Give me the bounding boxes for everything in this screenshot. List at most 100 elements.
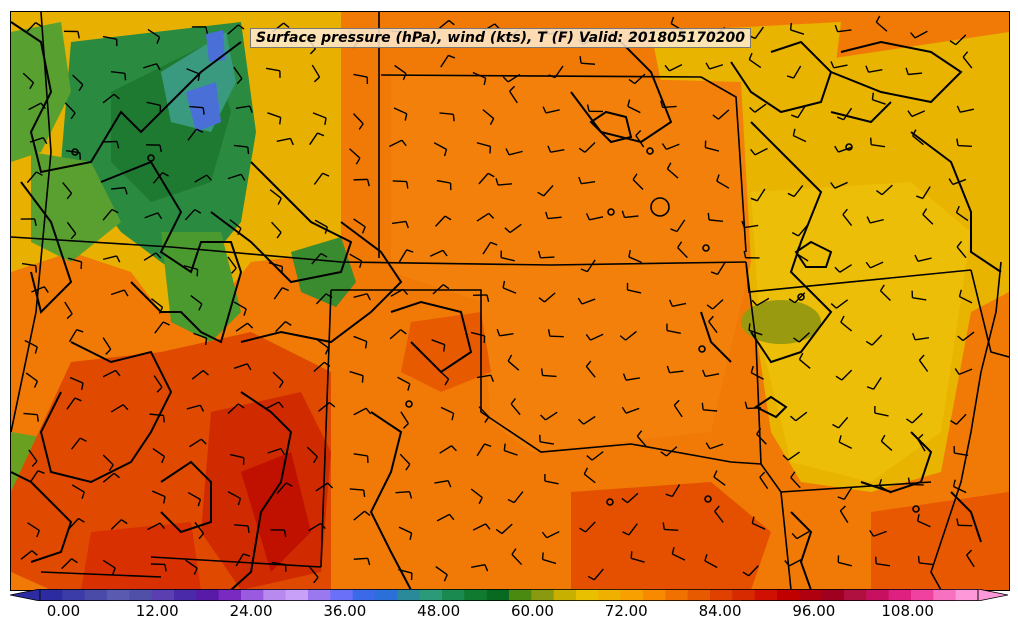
wind-barb-flag (37, 470, 45, 474)
colorbar-cell (397, 589, 421, 601)
wind-barb-flag (716, 174, 720, 182)
wind-barb-flag (962, 51, 969, 58)
wind-barb-flag (834, 145, 839, 153)
wind-barb-flag (156, 63, 161, 71)
temperature-colorbar (10, 589, 1008, 601)
wind-barb-flag (922, 208, 928, 215)
wind-barb-flag (361, 226, 366, 234)
wind-barb (66, 221, 77, 234)
wind-barb-flag (830, 61, 835, 69)
wind-barb-flag (363, 489, 366, 498)
wind-barb-flag (793, 337, 800, 343)
wind-barb (500, 256, 515, 262)
wind-barb-flag (71, 558, 78, 564)
wind-barb-flag (790, 415, 797, 422)
wind-barb-flag (323, 361, 331, 368)
wind-barb-flag (632, 173, 638, 181)
wind-barb (102, 209, 113, 221)
wind-barb-flag (832, 423, 839, 429)
wind-barb-flag (670, 16, 675, 24)
wind-barb (787, 451, 800, 461)
wind-barb-flag (865, 261, 871, 269)
wind-barb (227, 24, 239, 35)
wind-barb-flag (878, 478, 883, 487)
wind-barb (868, 69, 883, 73)
wind-barb-flag (636, 430, 643, 437)
wind-barb (880, 290, 891, 302)
wind-barb-flag (677, 241, 683, 248)
wind-barb (193, 332, 207, 339)
wind-barb (318, 401, 330, 412)
wind-barb (353, 218, 366, 228)
colorbar-tick-label: 72.00 (604, 602, 648, 620)
wind-barb (956, 246, 967, 259)
wind-barb (102, 337, 112, 350)
wind-barb-flag (950, 420, 957, 425)
wind-barb (102, 255, 117, 261)
wind-barb-flag (161, 456, 166, 464)
wind-barb (478, 406, 490, 418)
wind-barb-flag (879, 284, 885, 292)
wind-barb-flag (628, 78, 636, 85)
wind-barb-flag (707, 212, 710, 220)
wind-barb (876, 563, 891, 567)
wind-barb (842, 214, 853, 227)
wind-barb (922, 214, 934, 225)
wind-barb-flag (31, 460, 38, 467)
wind-barb-flag (155, 252, 162, 259)
wind-barb (912, 297, 927, 301)
wind-barb-flag (914, 254, 919, 262)
wind-barb (234, 524, 249, 527)
colorbar-cell (352, 589, 376, 601)
wind-barb (716, 180, 730, 189)
colorbar-cell (643, 589, 666, 601)
colorbar-cell (84, 589, 108, 601)
wind-barb-flag (830, 303, 837, 309)
wind-barb-flag (277, 197, 282, 205)
wind-barb-flag (507, 498, 515, 504)
wind-barb-flag (276, 232, 282, 239)
wind-barb-flag (451, 413, 455, 421)
wind-barb-flag (578, 418, 584, 425)
wind-barb-flag (504, 227, 511, 234)
wind-barb-flag (280, 448, 286, 456)
wind-barb-flag (402, 423, 409, 429)
wind-barb-flag (916, 514, 920, 522)
wind-barb-flag (249, 105, 253, 113)
wind-barb (954, 452, 969, 457)
wind-barb (872, 377, 882, 390)
colorbar-tick-label: 96.00 (792, 602, 836, 620)
colorbar-cell (218, 589, 242, 601)
wind-barb (184, 209, 196, 221)
wind-barb (843, 487, 853, 500)
wind-barb (64, 301, 73, 315)
wind-barb-flag (791, 231, 799, 237)
wind-barb-flag (710, 271, 718, 276)
wind-barb (748, 58, 762, 69)
state-borders (11, 12, 1009, 590)
wind-barb-flag (313, 76, 321, 83)
wind-barb-flag (578, 176, 582, 184)
wind-barb-flag (621, 497, 628, 504)
wind-barb (756, 188, 766, 202)
wind-barbs (20, 15, 975, 584)
wind-barb-flag (489, 118, 495, 126)
wind-barb-flag (157, 212, 163, 220)
wind-barb-flag (324, 226, 329, 234)
wind-barb (580, 62, 596, 65)
wind-barb (507, 360, 520, 371)
wind-barb (748, 565, 759, 577)
wind-barb-flag (836, 116, 844, 121)
wind-barb (227, 173, 242, 180)
colorbar-cell (40, 589, 63, 601)
wind-barb-flag (247, 322, 254, 329)
colorbar-cell (799, 589, 823, 601)
wind-barb (183, 265, 198, 270)
wind-barb-flag (912, 332, 916, 341)
wind-barb (666, 168, 679, 179)
wind-barb (353, 178, 368, 181)
wind-barb (581, 180, 596, 185)
wind-barb-flag (247, 146, 250, 155)
wind-barb (798, 332, 810, 343)
wind-barb-flag (116, 255, 121, 263)
